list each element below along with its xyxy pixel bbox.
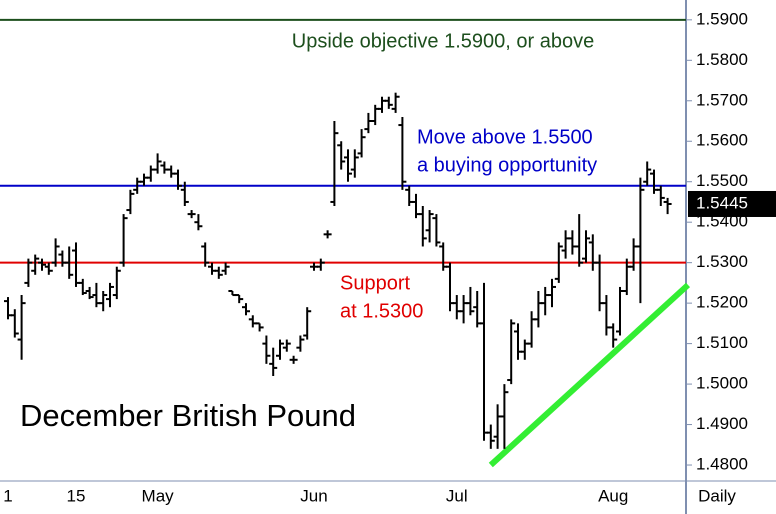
- chart-title: December British Pound: [20, 398, 356, 433]
- y-tick-label: 1.5200: [696, 293, 748, 312]
- annotation: at 1.5300: [340, 300, 423, 322]
- annotation: Move above 1.5500: [417, 126, 593, 148]
- y-tick-label: 1.5000: [696, 374, 748, 393]
- y-tick-label: 1.5900: [696, 9, 748, 28]
- last-price-box: [688, 190, 776, 217]
- x-tick-label: 1: [3, 486, 12, 505]
- x-tick-label: Jul: [446, 486, 468, 505]
- annotation: Support: [340, 272, 410, 294]
- x-tick-label: 15: [67, 486, 86, 505]
- annotation: Upside objective 1.5900, or above: [292, 30, 594, 52]
- x-tick-label: May: [142, 486, 175, 505]
- y-tick-label: 1.5700: [696, 90, 748, 109]
- y-tick-label: 1.4800: [696, 455, 748, 474]
- y-tick-label: 1.5500: [696, 171, 748, 190]
- y-tick-label: 1.5800: [696, 50, 748, 69]
- annotation: a buying opportunity: [417, 154, 597, 176]
- y-tick-label: 1.5600: [696, 131, 748, 150]
- x-tick-label: Aug: [598, 486, 628, 505]
- trendline: [488, 282, 691, 468]
- y-tick-label: 1.5300: [696, 252, 748, 271]
- x-tick-label: Jun: [300, 486, 327, 505]
- y-tick-label: 1.4900: [696, 414, 748, 433]
- x-axis-label: Daily: [698, 486, 736, 505]
- y-tick-label: 1.5100: [696, 333, 748, 352]
- last-price-label: 1.5445: [696, 193, 748, 212]
